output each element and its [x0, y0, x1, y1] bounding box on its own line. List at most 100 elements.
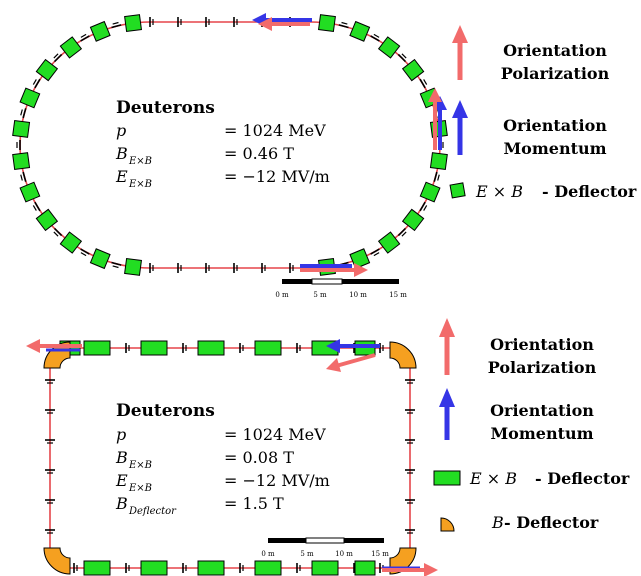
- exb-deflector: [317, 14, 336, 33]
- top-legend-pol-line2: Polarization: [501, 64, 610, 83]
- quadrupole-tick: [34, 78, 41, 89]
- top-param-eexb-value: = −12 MV/m: [224, 167, 330, 186]
- bottom-param-bexb-value: = 0.08 T: [224, 448, 294, 467]
- exb-deflector: [89, 248, 111, 270]
- legend-momentum-arrow-icon: [452, 100, 468, 118]
- exb-deflector: [89, 20, 111, 42]
- bottom-scale-label-10: 10 m: [335, 550, 353, 558]
- quadrupole-tick: [32, 79, 37, 85]
- quadrupole-marker: [397, 53, 407, 63]
- top-scale-label-0: 0 m: [275, 291, 289, 299]
- exb-deflector: [140, 560, 168, 576]
- quadrupole-tick: [20, 109, 23, 116]
- exb-deflector: [419, 181, 441, 203]
- quadrupole-marker: [182, 343, 187, 353]
- quadrupole-marker: [296, 343, 301, 353]
- quadrupole-marker: [405, 409, 415, 414]
- quadrupole-marker: [239, 343, 244, 353]
- bottom-param-bdef-value: = 1.5 T: [224, 494, 284, 513]
- top-legend-pol-line1: Orientation: [503, 41, 607, 60]
- quadrupole-marker: [370, 248, 380, 257]
- quadrupole-marker: [205, 17, 210, 27]
- quadrupole-marker: [233, 17, 238, 27]
- quadrupole-tick: [80, 33, 87, 38]
- bottom-ring-mid-polarization-arrow: [335, 353, 376, 368]
- top-legend-mom-line2: Momentum: [503, 139, 606, 158]
- bottom-legend-exb-math: E × B: [469, 469, 517, 488]
- quadrupole-tick: [370, 35, 380, 42]
- quadrupole-marker: [149, 17, 154, 27]
- exb-deflector: [349, 248, 371, 270]
- bottom-legend-b-text: - Deflector: [504, 513, 599, 532]
- quadrupole-marker: [419, 201, 428, 212]
- quadrupole-marker: [45, 469, 55, 474]
- top-ring-side-polarization-arrowhead: [428, 88, 442, 102]
- quadrupole-tick: [397, 227, 407, 237]
- bottom-legend: Orientation Polarization Orientation Mom…: [433, 318, 630, 532]
- bottom-scale-label-0: 0 m: [261, 550, 275, 558]
- bottom-scale-label-15: 15 m: [371, 550, 389, 558]
- quadrupole-marker: [397, 227, 407, 237]
- top-param-eexb-subscript: E×B: [128, 179, 152, 190]
- quadrupole-marker: [177, 263, 182, 273]
- top-scale-bar: 0 m 5 m 10 m 15 m: [275, 278, 407, 299]
- bottom-scale-bar: 0 m 5 m 10 m 15 m: [261, 537, 389, 558]
- quadrupole-marker: [370, 33, 380, 42]
- bottom-legend-b-deflector-icon: [440, 517, 455, 532]
- quadrupole-marker: [405, 499, 415, 504]
- bottom-param-bexb-symbol: B: [115, 448, 128, 467]
- quadrupole-tick: [341, 21, 348, 25]
- quadrupole-tick: [53, 53, 59, 59]
- bottom-param-eexb-symbol: E: [115, 471, 128, 490]
- exb-deflector: [83, 340, 111, 356]
- exb-deflector: [354, 560, 376, 576]
- exb-deflector: [59, 231, 83, 254]
- bottom-param-bdef-subscript: Deflector: [128, 506, 177, 517]
- top-ring-arrows: [252, 13, 447, 277]
- quadrupole-marker: [405, 469, 415, 474]
- quadrupole-tick: [111, 261, 122, 266]
- bottom-legend-polarization-arrow-icon: [439, 318, 455, 337]
- top-legend: Orientation Polarization Orientation Mom…: [449, 25, 637, 201]
- exb-deflector: [197, 340, 225, 356]
- exb-deflector: [35, 208, 59, 232]
- bottom-ring-arrows: [26, 339, 438, 576]
- quadrupole-marker: [111, 261, 122, 269]
- b-deflector: [43, 547, 71, 575]
- bottom-parameters: Deuterons p = 1024 MeV B E×B = 0.08 T E …: [115, 401, 330, 517]
- quadrupole-tick: [22, 108, 27, 119]
- bottom-param-p-symbol: p: [116, 425, 126, 444]
- exb-deflector: [401, 58, 425, 82]
- quadrupole-tick: [373, 252, 380, 257]
- quadrupole-marker: [125, 563, 130, 573]
- bottom-legend-momentum-arrow-icon: [439, 388, 455, 407]
- quadrupole-marker: [32, 78, 41, 89]
- quadrupole-marker: [73, 563, 78, 573]
- top-param-bexb-symbol: B: [115, 144, 128, 163]
- top-scale-label-5: 5 m: [313, 291, 327, 299]
- quadrupole-tick: [437, 174, 440, 181]
- quadrupole-marker: [20, 108, 27, 119]
- exb-deflector: [311, 560, 339, 576]
- top-param-bexb-subscript: E×B: [128, 156, 152, 167]
- top-scale-label-10: 10 m: [349, 291, 367, 299]
- bottom-legend-b-math: B: [491, 513, 504, 532]
- legend-polarization-arrow-icon: [452, 25, 468, 43]
- quadrupole-tick: [419, 201, 426, 212]
- bottom-legend-pol-line1: Orientation: [490, 335, 594, 354]
- top-param-p-symbol: p: [116, 121, 126, 140]
- top-legend-exb-math: E × B: [475, 182, 523, 201]
- bottom-param-p-value: = 1024 MeV: [224, 425, 326, 444]
- bottom-param-eexb-value: = −12 MV/m: [224, 471, 330, 490]
- quadrupole-marker: [16, 140, 21, 150]
- bottom-param-bdef-symbol: B: [115, 494, 128, 513]
- bottom-legend-mom-line2: Momentum: [490, 424, 593, 443]
- quadrupole-marker: [419, 78, 428, 89]
- exb-deflector: [19, 87, 41, 109]
- quadrupole-tick: [53, 227, 63, 237]
- exb-deflector: [429, 152, 448, 171]
- quadrupole-tick: [397, 53, 407, 63]
- quadrupole-marker: [261, 263, 266, 273]
- exb-deflector: [59, 36, 83, 59]
